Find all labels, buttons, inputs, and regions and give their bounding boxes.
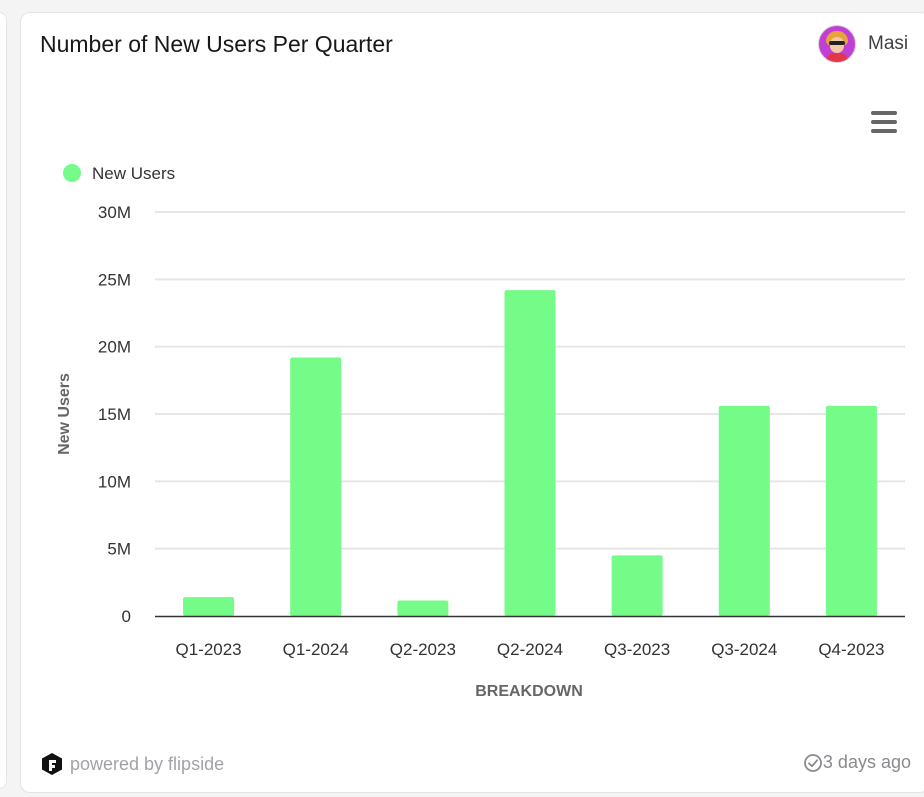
bar-q4-2023[interactable] [825, 405, 877, 616]
x-tick-label: Q4-2023 [818, 640, 884, 659]
y-tick-label: 30M [98, 203, 131, 222]
adjacent-card-edge [0, 12, 7, 789]
y-axis-title: New Users [56, 373, 73, 455]
author-badge[interactable]: Masi [818, 25, 908, 63]
card-title: Number of New Users Per Quarter [40, 31, 393, 57]
legend: New Users [63, 164, 175, 183]
dashboard-card: Number of New Users Per Quarter Masi 0 5M… [20, 12, 924, 793]
bar-q3-2023[interactable] [611, 555, 663, 616]
x-tick-label: Q3-2023 [604, 640, 670, 659]
last-updated-label: 3 days ago [822, 752, 911, 772]
x-tick-label: Q3-2024 [711, 640, 777, 659]
powered-by[interactable]: powered by flipside [40, 752, 224, 776]
x-tick-label: Q1-2023 [175, 640, 241, 659]
bar-q2-2024[interactable] [504, 290, 556, 616]
x-tick-label: Q1-2024 [283, 640, 349, 659]
axes: 0 5M 10M 15M 20M 25M 30M Q1-2023 Q1-2024 Q2-2023 Q… [56, 203, 905, 700]
bar-q3-2024[interactable] [718, 405, 770, 616]
x-axis-title: BREAKDOWN [475, 683, 583, 700]
bar-q1-2023[interactable] [183, 597, 235, 616]
author-name[interactable]: Masi [868, 33, 909, 54]
user-avatar[interactable] [818, 25, 856, 63]
x-tick-label: Q2-2024 [497, 640, 563, 659]
x-tick-label: Q2-2023 [390, 640, 456, 659]
y-tick-label: 15M [98, 405, 131, 424]
legend-label[interactable]: New Users [92, 164, 175, 183]
y-tick-label: 20M [98, 338, 131, 357]
legend-marker[interactable] [63, 164, 81, 182]
clock-check-icon [804, 753, 822, 772]
bars [183, 290, 877, 616]
y-tick-label: 5M [107, 540, 131, 559]
bar-chart: 0 5M 10M 15M 20M 25M 30M Q1-2023 Q1-2024 Q2-2023 Q… [56, 164, 905, 700]
hamburger-menu-icon[interactable] [871, 111, 897, 133]
last-updated: 3 days ago [803, 752, 911, 773]
y-tick-label: 25M [98, 270, 131, 289]
bar-q1-2024[interactable] [290, 357, 342, 616]
y-tick-label: 0 [122, 607, 131, 626]
powered-by-label[interactable]: powered by flipside [70, 753, 225, 774]
bar-q2-2023[interactable] [397, 600, 449, 616]
y-tick-label: 10M [98, 472, 131, 491]
flipside-logo-icon [42, 753, 62, 775]
legend-item-new-users[interactable]: New Users [63, 164, 175, 183]
